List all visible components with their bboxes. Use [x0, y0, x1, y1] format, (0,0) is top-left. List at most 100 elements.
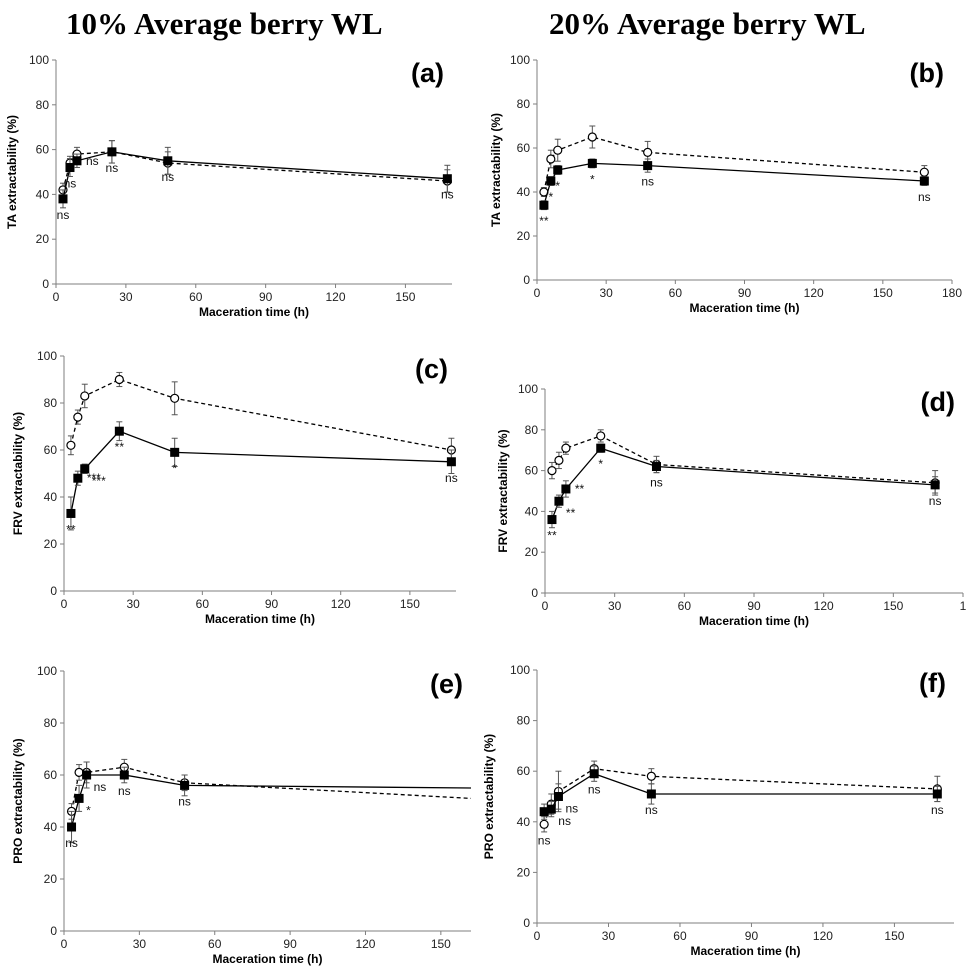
significance-label: ns [918, 190, 931, 204]
x-tick-label: 60 [208, 937, 222, 951]
x-tick-label: 30 [133, 937, 147, 951]
solid-series-line [543, 162, 925, 206]
significance-label: ns [641, 175, 654, 189]
open-circle-point [539, 819, 549, 829]
significance-label: ** [547, 529, 557, 543]
significance-label: ns [64, 177, 77, 191]
solid-series-line [70, 774, 472, 828]
open-circle-point [547, 466, 557, 476]
filled-square-point [930, 480, 940, 490]
y-tick-label: 40 [525, 504, 539, 518]
significance-label: ** [566, 506, 576, 520]
filled-square-point [539, 200, 549, 210]
x-axis-label: Maceration time (h) [689, 301, 799, 315]
x-tick-label: 150 [431, 937, 451, 951]
y-tick-label: 40 [517, 185, 531, 199]
x-tick-label: 90 [265, 597, 279, 611]
x-tick-label: 120 [813, 929, 833, 943]
x-tick-label: 90 [283, 937, 297, 951]
significance-label: ** [115, 440, 125, 454]
x-axis-label: Maceration time (h) [199, 305, 309, 319]
panel-letter: (f) [919, 668, 946, 698]
y-tick-label: 0 [42, 277, 49, 291]
y-tick-label: 40 [44, 490, 58, 504]
x-tick-label: 0 [61, 937, 68, 951]
filled-square-point [446, 457, 456, 467]
x-tick-label: 150 [883, 599, 903, 613]
filled-square-point [646, 789, 656, 799]
y-tick-label: 0 [531, 586, 538, 600]
y-tick-label: 60 [517, 141, 531, 155]
x-tick-label: 120 [804, 286, 824, 300]
y-tick-label: 80 [517, 97, 531, 111]
significance-label: * [548, 190, 553, 204]
filled-square-point [554, 496, 564, 506]
x-tick-label: 30 [119, 290, 133, 304]
significance-label: *** [92, 474, 106, 488]
y-tick-label: 0 [50, 584, 57, 598]
y-tick-label: 80 [36, 98, 50, 112]
x-axis-label: Maceration time (h) [699, 614, 809, 628]
filled-square-point [553, 792, 563, 801]
significance-label: ** [539, 214, 549, 228]
chart-panel: 0 20 40 60 80 100 0 30 60 90 120 150 Maceration time… [5, 53, 454, 319]
filled-square-point [170, 447, 180, 457]
x-tick-label: 60 [196, 597, 210, 611]
panel-letter: (d) [921, 387, 955, 417]
significance-label: ns [57, 208, 70, 222]
y-tick-label: 40 [36, 187, 50, 201]
filled-square-point [72, 156, 82, 166]
filled-square-point [73, 473, 83, 483]
y-tick-label: 40 [44, 820, 58, 834]
x-tick-label: 60 [189, 290, 203, 304]
y-tick-label: 20 [44, 537, 58, 551]
x-tick-label: 60 [673, 929, 687, 943]
y-tick-label: 100 [510, 53, 530, 67]
significance-label: ns [538, 833, 551, 847]
open-circle-point [553, 145, 563, 155]
x-tick-label: 150 [884, 929, 904, 943]
y-tick-label: 0 [523, 916, 530, 930]
y-axis-label: PRO extractability (%) [11, 738, 25, 863]
x-tick-label: 90 [747, 599, 761, 613]
open-circle-point [74, 767, 84, 778]
panel-letter: (c) [415, 354, 448, 384]
significance-label: ns [441, 188, 454, 202]
significance-label: ns [118, 784, 131, 798]
open-circle-point [114, 374, 124, 385]
significance-label: ns [106, 161, 119, 175]
filled-square-point [553, 165, 563, 175]
open-circle-point [561, 443, 571, 453]
panel-letter: (a) [411, 58, 444, 88]
filled-square-point [442, 174, 452, 184]
filled-square-point [180, 780, 190, 790]
chart-panel: 0 20 40 60 80 100 0 30 60 90 120 150 Maceration time… [482, 663, 954, 958]
filled-square-point [919, 176, 929, 186]
x-tick-label: 120 [326, 290, 346, 304]
significance-label: ns [94, 780, 107, 794]
y-tick-label: 20 [44, 872, 58, 886]
open-circle-point [596, 431, 606, 441]
significance-label: ns [178, 794, 191, 808]
y-axis-label: FRV extractability (%) [11, 412, 25, 535]
open-circle-point [546, 154, 556, 164]
y-tick-label: 40 [517, 815, 531, 829]
x-axis-label: Maceration time (h) [690, 944, 800, 958]
y-tick-label: 80 [525, 423, 539, 437]
significance-label: * [598, 457, 603, 471]
y-tick-label: 60 [525, 464, 539, 478]
chart-panel: 0 20 40 60 80 100 0 30 60 90 120 150 180 Maceration t… [489, 53, 962, 315]
x-tick-label: 180 [942, 286, 962, 300]
filled-square-point [546, 176, 556, 186]
x-tick-label: 120 [331, 597, 351, 611]
x-tick-label: 90 [738, 286, 752, 300]
filled-square-point [163, 156, 173, 166]
y-tick-label: 80 [44, 396, 58, 410]
filled-square-point [561, 484, 571, 494]
open-circle-point [170, 393, 180, 403]
open-circle-point [73, 412, 83, 422]
chart-panel: 0 20 40 60 80 100 0 30 60 90 120 150 1 Maceration tim… [496, 382, 966, 628]
significance-label: ns [565, 802, 578, 816]
significance-label: * [590, 172, 595, 186]
